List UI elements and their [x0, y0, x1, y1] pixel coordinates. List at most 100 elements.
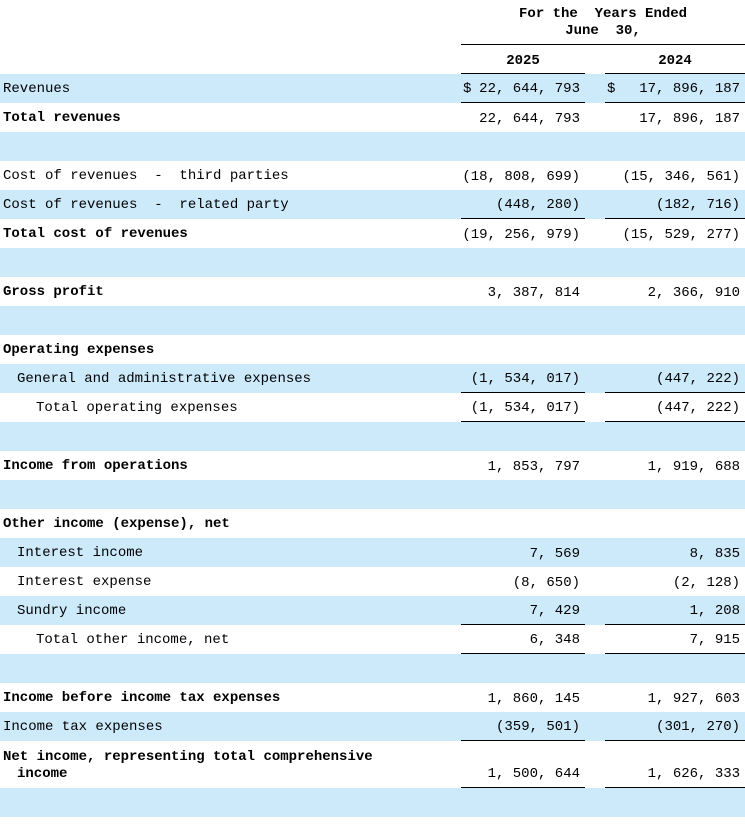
- value-2024: (182, 716): [605, 189, 745, 219]
- column-gap: [585, 161, 605, 190]
- value-2024: 2, 366, 910: [647, 284, 741, 301]
- value-2025: 1, 853, 797: [487, 458, 580, 475]
- row-label: [0, 248, 461, 277]
- column-gap: [585, 335, 605, 364]
- value-2024: 1, 208: [605, 595, 745, 625]
- value-2025: 3, 387, 814: [487, 284, 580, 301]
- row-label: Revenues: [3, 80, 71, 97]
- row-label: Total cost of revenues: [3, 225, 188, 242]
- table-row: General and administrative expenses (1, 5…: [0, 363, 745, 393]
- period-line-1: For the Years Ended: [519, 6, 688, 22]
- column-gap: [585, 74, 605, 103]
- column-gap: [585, 741, 605, 788]
- table-row: Total other income, net 6, 348 7, 915: [0, 624, 745, 654]
- column-gap: [585, 509, 605, 538]
- empty-cell: [461, 788, 585, 817]
- value-2025: (1, 534, 017): [461, 363, 585, 393]
- table-row: Other income (expense), net: [0, 509, 745, 538]
- value-2025: (1, 534, 017): [461, 392, 585, 422]
- year-column-2025: 2025: [461, 44, 585, 74]
- column-gap: [585, 712, 605, 741]
- row-label: [0, 132, 461, 161]
- year-column-2024: 2024: [605, 44, 745, 74]
- value-2024: (15, 529, 277): [622, 226, 741, 243]
- column-gap: [585, 480, 605, 509]
- row-label: Sundry income: [17, 602, 127, 619]
- header-spacer-cell: [0, 45, 461, 74]
- empty-cell: [605, 132, 745, 161]
- column-gap: [585, 538, 605, 567]
- table-row: Operating expenses: [0, 335, 745, 364]
- column-gap: [585, 422, 605, 451]
- column-gap: [585, 788, 605, 817]
- column-gap: [585, 277, 605, 306]
- column-gap: [585, 683, 605, 712]
- column-gap: [585, 190, 605, 219]
- row-label: Total operating expenses: [36, 399, 238, 416]
- empty-cell: [605, 422, 745, 451]
- statement-header: For the Years Ended June 30, 2025 2024: [0, 0, 745, 74]
- table-row: Income from operations 1, 853, 797 1, 919,…: [0, 451, 745, 480]
- value-2024: (447, 222): [605, 363, 745, 393]
- table-row: Interest expense (8, 650) (2, 128): [0, 567, 745, 596]
- value-2025: 1, 860, 145: [487, 690, 580, 707]
- spacer-row: [0, 787, 745, 817]
- row-label: [0, 654, 461, 683]
- empty-cell: [605, 654, 745, 683]
- column-gap: [585, 625, 605, 654]
- value-2025: [461, 509, 585, 538]
- empty-cell: [605, 480, 745, 509]
- empty-cell: [605, 788, 745, 817]
- value-2025: (19, 256, 979): [462, 226, 580, 243]
- value-2024: 7, 915: [605, 624, 745, 654]
- table-row: Net income, representing total comprehen…: [0, 740, 745, 788]
- table-row: Total operating expenses (1, 534, 017) (44…: [0, 392, 745, 422]
- value-2024: (15, 346, 561): [622, 168, 741, 185]
- empty-cell: [605, 306, 745, 335]
- row-label: Gross profit: [3, 283, 104, 300]
- row-label: Total revenues: [3, 109, 121, 126]
- row-label: [0, 306, 461, 335]
- column-gap: [585, 596, 605, 625]
- value-2025: (18, 808, 699): [462, 168, 580, 185]
- value-2025: 1, 500, 644: [461, 740, 585, 788]
- spacer-row: [0, 305, 745, 335]
- value-2024: 1, 919, 688: [647, 458, 741, 475]
- empty-cell: [461, 422, 585, 451]
- row-label: Net income, representing total comprehen…: [3, 748, 373, 782]
- period-header: For the Years Ended June 30,: [461, 0, 745, 45]
- empty-cell: [461, 132, 585, 161]
- year-header-row: 2025 2024: [0, 44, 745, 74]
- period-header-row: For the Years Ended June 30,: [0, 0, 745, 45]
- period-line-2: June 30,: [565, 23, 641, 39]
- value-2025: (448, 280): [461, 189, 585, 219]
- row-label: Cost of revenues - related party: [3, 196, 289, 213]
- empty-cell: [461, 480, 585, 509]
- value-2024: 1, 626, 333: [605, 740, 745, 788]
- row-label: General and administrative expenses: [17, 370, 312, 387]
- spacer-row: [0, 479, 745, 509]
- column-gap: [585, 45, 605, 74]
- value-2025: 6, 348: [461, 624, 585, 654]
- spacer-row: [0, 247, 745, 277]
- row-label: Income before income tax expenses: [3, 689, 281, 706]
- value-2025: (8, 650): [512, 574, 580, 591]
- value-2025: 7, 569: [529, 545, 580, 562]
- row-label: [0, 788, 461, 817]
- value-2024: (447, 222): [605, 392, 745, 422]
- row-label: Interest income: [17, 544, 144, 561]
- header-spacer-cell: [0, 0, 461, 45]
- value-2025: 7, 429: [461, 595, 585, 625]
- row-label: Operating expenses: [3, 341, 155, 358]
- table-row: Revenues $22, 644, 793 $17, 896, 187: [0, 73, 745, 103]
- row-label: Cost of revenues - third parties: [3, 167, 289, 184]
- column-gap: [585, 248, 605, 277]
- column-gap: [585, 103, 605, 132]
- empty-cell: [461, 306, 585, 335]
- column-gap: [585, 567, 605, 596]
- spacer-row: [0, 421, 745, 451]
- value-2025: 22, 644, 793: [477, 73, 585, 103]
- table-row: Cost of revenues - related party (448, 28…: [0, 189, 745, 219]
- row-label: Income from operations: [3, 457, 188, 474]
